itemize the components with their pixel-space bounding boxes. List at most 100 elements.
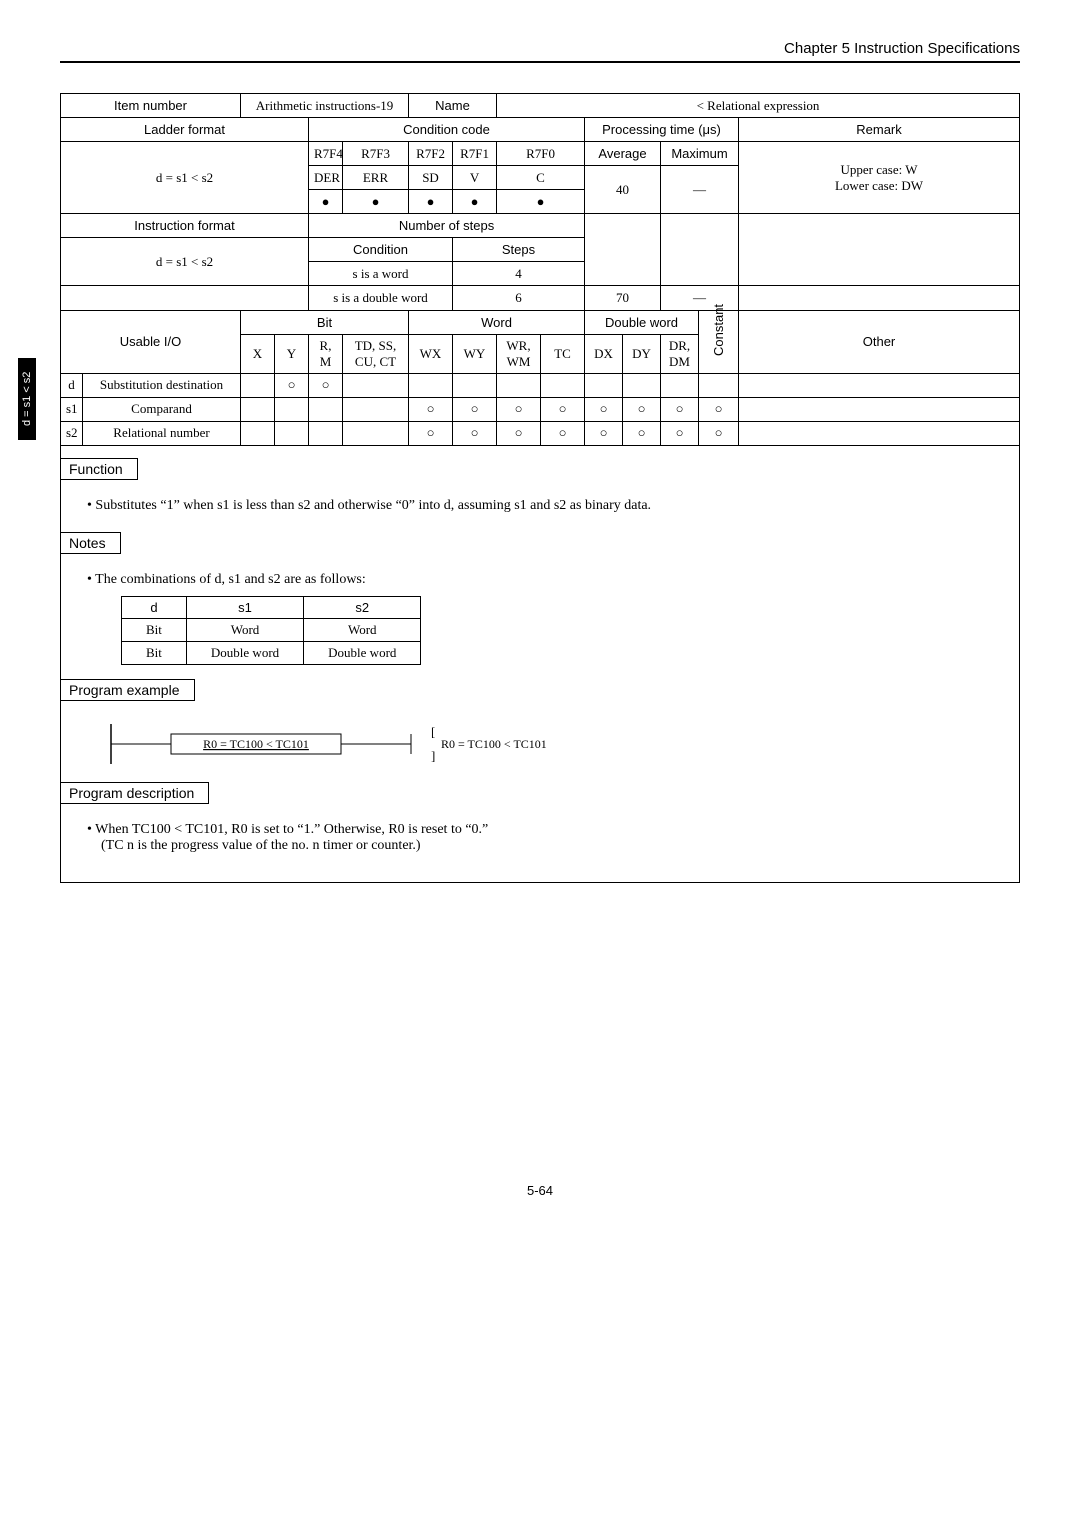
seventy: 70 <box>585 286 661 310</box>
ct-s1: s1 <box>186 596 303 618</box>
r7f1: R7F1 <box>453 142 497 166</box>
d-dx <box>585 373 623 397</box>
c: C <box>497 166 585 190</box>
condition-label: Condition <box>309 238 453 262</box>
s2-rm <box>309 421 343 445</box>
col-wy: WY <box>453 334 497 373</box>
d-wr <box>497 373 541 397</box>
max-val: — <box>661 166 739 214</box>
steps-4: 4 <box>453 262 585 286</box>
s-word: s is a word <box>309 262 453 286</box>
lower-case: Lower case: DW <box>744 178 1014 194</box>
notes-text: The combinations of d, s1 and s2 are as … <box>101 572 999 588</box>
bit-label: Bit <box>241 310 409 334</box>
ladder-expr: d = s1 < s2 <box>61 142 309 214</box>
dword-label: Double word <box>585 310 699 334</box>
spec-table: Item number Arithmetic instructions-19 N… <box>60 93 1020 286</box>
col-rm: R, M <box>309 334 343 373</box>
s1-text: Comparand <box>83 397 241 421</box>
s1-const: ○ <box>699 397 739 421</box>
dot3: ● <box>409 190 453 214</box>
r7f4: R7F4 <box>309 142 343 166</box>
blank-left <box>61 286 309 310</box>
s2-dr: ○ <box>661 421 699 445</box>
der: DER <box>309 166 343 190</box>
item-number-label: Item number <box>61 94 241 118</box>
r7f2: R7F2 <box>409 142 453 166</box>
s2-other <box>739 421 1020 445</box>
r7f3: R7F3 <box>343 142 409 166</box>
d-rm: ○ <box>309 373 343 397</box>
ladder-format-label: Ladder format <box>61 118 309 142</box>
s1-wr: ○ <box>497 397 541 421</box>
dot5: ● <box>497 190 585 214</box>
col-dx: DX <box>585 334 623 373</box>
s2-x <box>241 421 275 445</box>
ladder-diagram: R0 = TC100 < TC101 [ R0 = TC100 < TC101 … <box>101 719 999 774</box>
remark-label: Remark <box>739 118 1020 142</box>
s2-td <box>343 421 409 445</box>
page-number: 5-64 <box>60 1183 1020 1198</box>
ladder-box-text: R0 = TC100 < TC101 <box>203 737 309 751</box>
s2-dx: ○ <box>585 421 623 445</box>
s1-dr: ○ <box>661 397 699 421</box>
s1-tc: ○ <box>541 397 585 421</box>
s2-wx: ○ <box>409 421 453 445</box>
svg-text:[: [ <box>431 724 435 739</box>
d-const <box>699 373 739 397</box>
program-desc-line1: When TC100 < TC101, R0 is set to “1.” Ot… <box>101 822 999 854</box>
col-y: Y <box>275 334 309 373</box>
maximum-label: Maximum <box>661 142 739 166</box>
ct-r1c3: Word <box>304 618 421 641</box>
name-value: < Relational expression <box>497 94 1020 118</box>
d-other <box>739 373 1020 397</box>
steps-label: Steps <box>453 238 585 262</box>
col-tc: TC <box>541 334 585 373</box>
s1-label: s1 <box>61 397 83 421</box>
processing-time-label: Processing time (μs) <box>585 118 739 142</box>
blank-r <box>739 286 1020 310</box>
s2-dy: ○ <box>623 421 661 445</box>
steps-6: 6 <box>453 286 585 310</box>
ct-r1c2: Word <box>186 618 303 641</box>
empty-remark <box>739 214 1020 286</box>
dot1: ● <box>309 190 343 214</box>
d-label: d <box>61 373 83 397</box>
average-label: Average <box>585 142 661 166</box>
avg-val: 40 <box>585 166 661 214</box>
ct-r2c3: Double word <box>304 641 421 664</box>
s1-dx: ○ <box>585 397 623 421</box>
s2-y <box>275 421 309 445</box>
ct-r1c1: Bit <box>122 618 187 641</box>
empty-avg <box>585 214 661 286</box>
s2-const: ○ <box>699 421 739 445</box>
s2-tc: ○ <box>541 421 585 445</box>
constant-label: Constant <box>699 310 739 373</box>
ladder-out-text: R0 = TC100 < TC101 <box>441 737 547 751</box>
s2-label: s2 <box>61 421 83 445</box>
s2-text: Relational number <box>83 421 241 445</box>
ct-s2: s2 <box>304 596 421 618</box>
s1-wy: ○ <box>453 397 497 421</box>
header-rule <box>60 61 1020 63</box>
s1-rm <box>309 397 343 421</box>
s1-other <box>739 397 1020 421</box>
program-example-label: Program example <box>61 679 195 701</box>
d-wx <box>409 373 453 397</box>
function-box: Function Substitutes “1” when s1 is less… <box>60 446 1020 883</box>
col-drdm: DR, DM <box>661 334 699 373</box>
item-number-value: Arithmetic instructions-19 <box>241 94 409 118</box>
ct-r2c1: Bit <box>122 641 187 664</box>
dot2: ● <box>343 190 409 214</box>
name-label: Name <box>409 94 497 118</box>
function-text: Substitutes “1” when s1 is less than s2 … <box>101 498 999 514</box>
s-dword: s is a double word <box>309 286 453 310</box>
s1-wx: ○ <box>409 397 453 421</box>
d-td <box>343 373 409 397</box>
d-y: ○ <box>275 373 309 397</box>
dash2: — <box>661 286 739 310</box>
col-wrwm: WR, WM <box>497 334 541 373</box>
condition-code-label: Condition code <box>309 118 585 142</box>
s2-wr: ○ <box>497 421 541 445</box>
col-x: X <box>241 334 275 373</box>
